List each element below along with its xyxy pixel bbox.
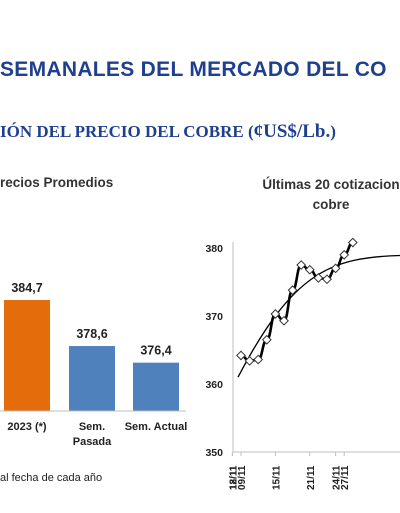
bar-2 (133, 362, 179, 411)
subtitle-close: ) (330, 122, 336, 141)
data-point-1 (244, 355, 255, 366)
bar-chart-title: recios Promedios (0, 175, 114, 190)
category-label-2: Sem. Actual (125, 421, 188, 433)
y-tick-label-350: 350 (205, 447, 223, 459)
bar-chart: 384,7 2023 (*) 378,6 Sem. Pasada 376,4 Sem. Ac… (0, 281, 188, 448)
x-tick-label-2: 15/11 (271, 465, 282, 490)
x-tick-label-1: 12/11 (228, 465, 239, 490)
data-point-9 (313, 273, 324, 283)
x-tick-label-3: 18/11 (228, 465, 239, 490)
data-point-7 (296, 260, 307, 270)
bar-value-label-1: 378,6 (76, 327, 107, 341)
trend-line (237, 254, 400, 378)
y-tick-label-380: 380 (205, 243, 223, 255)
subtitle-unit: ¢US$/Lb. (253, 121, 331, 142)
footnote: al fecha de cada año (0, 472, 103, 484)
data-point-11 (330, 263, 341, 274)
category-label-0: 2023 (*) (7, 421, 46, 433)
page-title-text: SEMANALES DEL MERCADO DEL CO (0, 58, 387, 81)
bar-1 (69, 346, 115, 411)
bar-value-label-2: 376,4 (140, 344, 171, 358)
x-tick-label-4: 21/11 (306, 465, 317, 490)
y-tick-label-360: 360 (205, 379, 223, 391)
subtitle-text: IÓN DEL PRECIO DEL COBRE ( (0, 122, 254, 141)
bar-0 (4, 300, 50, 411)
x-tick-label-6: 27/11 (340, 465, 351, 490)
data-point-10 (322, 274, 332, 285)
page-title: SEMANALES DEL MERCADO DEL CO (0, 58, 400, 82)
data-point-5 (279, 315, 289, 326)
category-label-line2-1: Pasada (73, 436, 112, 448)
data-point-0 (236, 350, 246, 361)
data-point-8 (304, 264, 315, 275)
line-chart-title-line2: cobre (312, 197, 350, 212)
bar-value-label-0: 384,7 (11, 281, 42, 295)
data-point-4 (270, 309, 281, 319)
data-point-3 (261, 334, 272, 345)
x-tick-label-0: 09/11 (237, 465, 248, 490)
data-point-12 (339, 249, 350, 260)
y-tick-label-370: 370 (205, 311, 223, 323)
line-chart-title: Últimas 20 cotizacion cobre (236, 175, 400, 215)
section-subtitle: IÓN DEL PRECIO DEL COBRE (¢US$/Lb.) (0, 121, 400, 143)
category-label-1: Sem. (79, 421, 105, 433)
data-point-2 (253, 354, 264, 365)
x-tick-label-5: 24/11 (332, 465, 343, 490)
data-point-13 (347, 237, 358, 248)
line-chart-title-line1: Últimas 20 cotizacion (262, 177, 400, 192)
data-point-6 (287, 285, 298, 296)
